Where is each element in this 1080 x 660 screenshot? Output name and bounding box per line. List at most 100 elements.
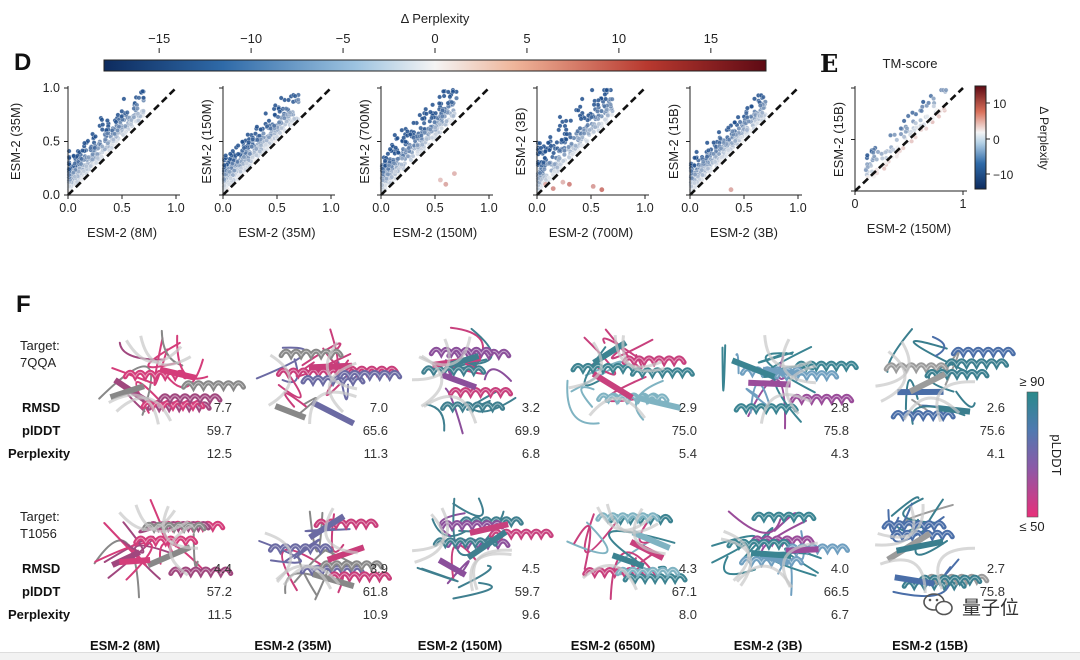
scatter-point (89, 164, 93, 168)
scatter-point-outlier (561, 180, 566, 185)
scatter-point (706, 166, 710, 170)
scatter-point (72, 154, 76, 158)
scatter-point (448, 95, 452, 99)
reference-structure (265, 533, 291, 582)
plddt-colorbar (1027, 392, 1038, 517)
metric-value: 3.9 (370, 561, 388, 576)
scatter-point (580, 97, 584, 101)
scatter-point (451, 114, 455, 118)
model-labels: ESM-2 (8M)ESM-2 (35M)ESM-2 (150M)ESM-2 (… (90, 638, 968, 653)
metric-value: 65.6 (363, 423, 388, 438)
scatter-point-outlier (452, 171, 457, 176)
metric-value: 8.0 (679, 607, 697, 622)
scatter-point (82, 169, 86, 173)
scatter-point (755, 121, 759, 125)
protein-sheet (119, 560, 150, 562)
scatter-point (876, 150, 880, 154)
scatter-point (141, 96, 145, 100)
scatter-point (106, 141, 110, 145)
scatter-point (228, 176, 232, 180)
colorbar-tick-label: 5 (523, 31, 530, 46)
scatter-point (880, 156, 884, 160)
scatter-point (919, 109, 923, 113)
scatter-point (292, 117, 296, 121)
scatter-point (937, 114, 941, 118)
scatter-point (557, 128, 561, 132)
scatter-point (902, 135, 906, 139)
colorbar-tick-label: 0 (431, 31, 438, 46)
scatter-point (541, 160, 545, 164)
scatter-point (538, 141, 542, 145)
scatter-point (278, 109, 282, 113)
scatter-point (88, 146, 92, 150)
scatter-point (442, 94, 446, 98)
metric-value: 11.3 (364, 446, 388, 461)
scatter-point (599, 109, 603, 113)
scatter-point (399, 162, 403, 166)
metric-value: 4.3 (831, 446, 849, 461)
panel-e-colorbar-label: Δ Perplexity (1037, 106, 1051, 169)
scatter-point (282, 116, 286, 120)
scatter-point (542, 167, 546, 171)
scatter-point (712, 140, 716, 144)
scatter-point (736, 115, 740, 119)
scatter-point (82, 141, 86, 145)
scatter-point (918, 118, 922, 122)
protein-loop (945, 560, 959, 576)
scatter-point (93, 146, 97, 150)
y-axis-label: ESM-2 (15B) (666, 104, 681, 179)
scatter-point (701, 160, 705, 164)
scatter-point-outlier (551, 186, 556, 191)
scatter-point (420, 117, 424, 121)
scatter-point (569, 119, 573, 123)
colorbar-tick-label: −10 (240, 31, 262, 46)
scatter-point (255, 125, 259, 129)
scatter-point (393, 169, 397, 173)
target-2-row-rmsd: RMSD (22, 561, 60, 576)
scatter-point (273, 113, 277, 117)
scatter-point (580, 144, 584, 148)
x-tick-label: 1.0 (789, 201, 806, 215)
scatter-point (423, 130, 427, 134)
scatter-point (279, 126, 283, 130)
scatter-point (564, 137, 568, 141)
colorbar-tick-label: −15 (148, 31, 170, 46)
scatter-point (925, 114, 929, 118)
metric-value: 2.7 (987, 561, 1005, 576)
scatter-point (558, 115, 562, 119)
scatter-point (236, 152, 240, 156)
scatter-point (914, 121, 918, 125)
protein-loop (723, 345, 726, 390)
scatter-point (895, 138, 899, 142)
x-tick-label: 0.5 (268, 201, 285, 215)
scatter-point (235, 160, 239, 164)
scatter-point (296, 98, 300, 102)
target-1-label-line1: Target: (20, 338, 60, 353)
scatter-point (577, 137, 581, 141)
metric-value: 75.8 (824, 423, 849, 438)
scatter-point (551, 151, 555, 155)
protein-sheet (748, 383, 790, 385)
scatter-point (259, 127, 263, 131)
scatter-point (931, 96, 935, 100)
scatter-point (570, 152, 574, 156)
scatter-point (424, 112, 428, 116)
model-label: ESM-2 (35M) (254, 638, 331, 653)
scatter-point (737, 126, 741, 130)
metric-value: 66.5 (824, 584, 849, 599)
scatter-point (261, 131, 265, 135)
protein-loop (581, 387, 593, 407)
scatter-point (267, 119, 271, 123)
scatter-point (585, 139, 589, 143)
scatter-point (258, 149, 262, 153)
scatter-point (394, 146, 398, 150)
scatter-point (121, 133, 125, 137)
panel-letter-d: D (14, 49, 31, 76)
scatter-point (437, 101, 441, 105)
scatter-point (242, 146, 246, 150)
target-1-row-perplexity: Perplexity (8, 446, 71, 461)
target-2-label-line2: T1056 (20, 526, 57, 541)
scatter-point (408, 132, 412, 136)
y-tick-label: 0.5 (43, 135, 60, 149)
